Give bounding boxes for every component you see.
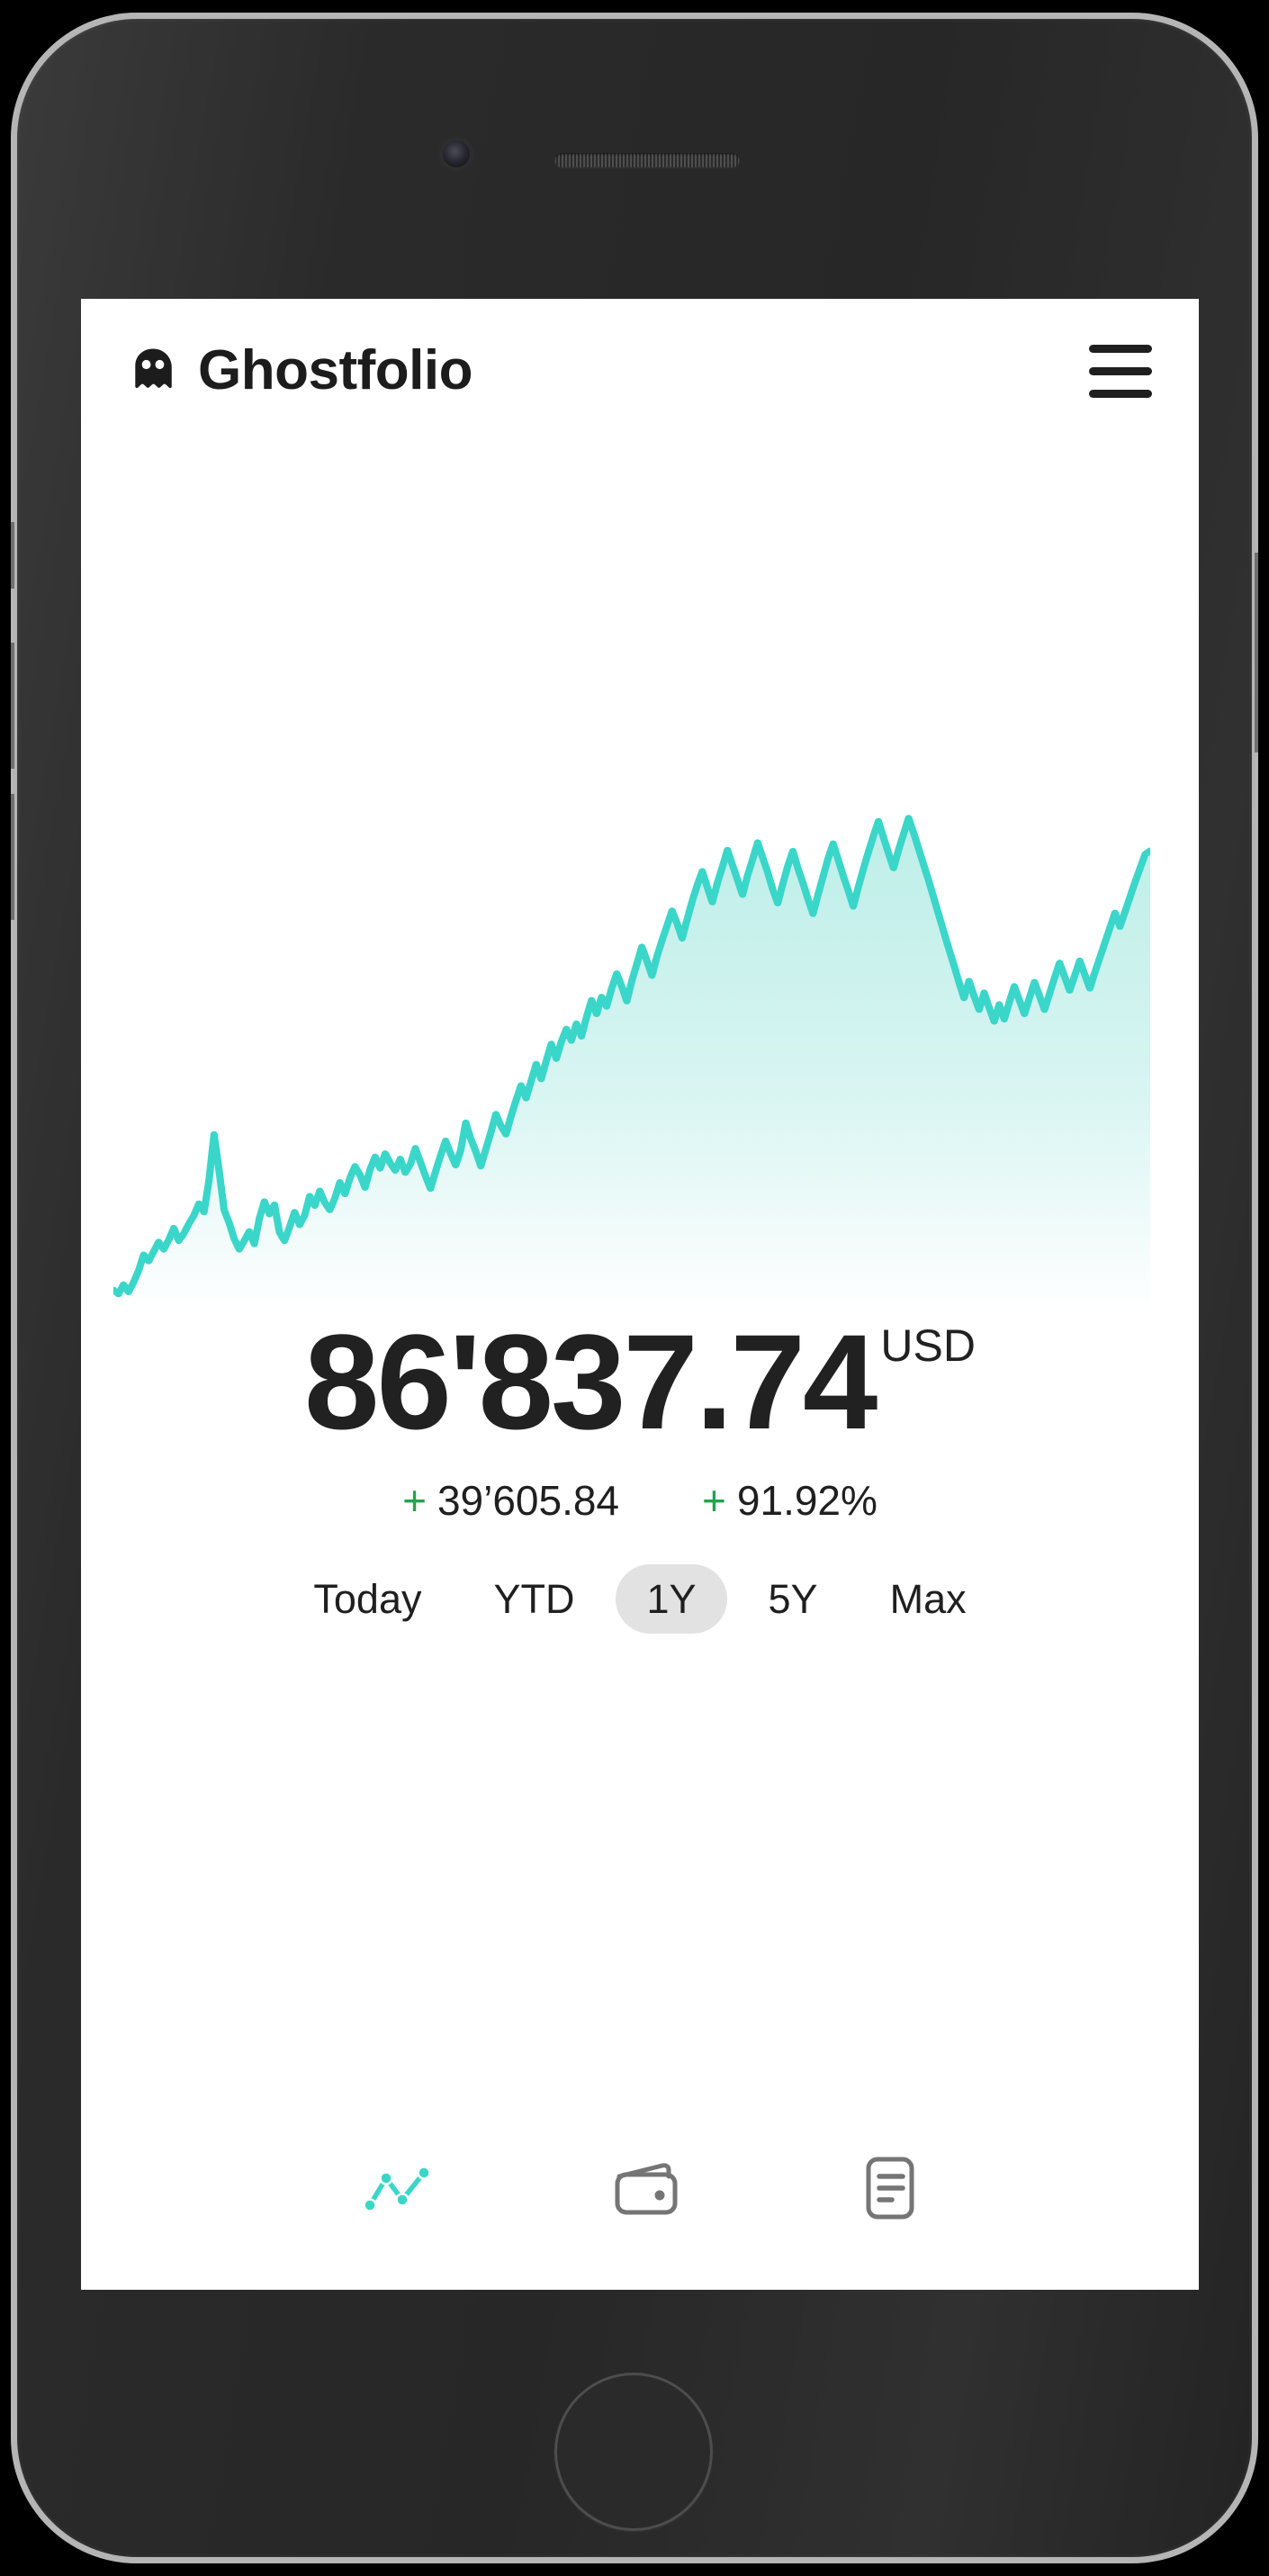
earpiece-speaker-icon: [554, 153, 740, 167]
summary-document-icon: [866, 2157, 914, 2220]
menu-bar-1: [1089, 344, 1152, 353]
brand-logo[interactable]: Ghostfolio: [128, 343, 472, 399]
wallet-icon: [615, 2163, 678, 2215]
period-tab-ytd[interactable]: YTD: [493, 1576, 575, 1622]
app-header: Ghostfolio: [81, 299, 1199, 443]
percent-change-value: 91.92%: [736, 1477, 878, 1524]
volume-down-button[interactable]: [11, 794, 14, 920]
ghost-icon: [135, 348, 172, 389]
power-button[interactable]: [1255, 553, 1258, 752]
portfolio-performance-chart[interactable]: [113, 790, 1150, 1312]
nav-item-wallet[interactable]: [612, 2158, 682, 2218]
period-tab-today[interactable]: Today: [313, 1576, 422, 1622]
app-title: Ghostfolio: [198, 339, 472, 401]
chart-area-fill: [113, 817, 1150, 1312]
mute-switch-button[interactable]: [11, 522, 14, 589]
volume-up-button[interactable]: [11, 643, 14, 769]
absolute-change-value: 39’605.84: [436, 1477, 620, 1524]
portfolio-change-row: + 39’605.84 + 91.92%: [81, 1476, 1199, 1525]
absolute-change-sign: +: [402, 1477, 427, 1524]
menu-bar-3: [1089, 389, 1152, 398]
period-tab-group[interactable]: Today YTD 1Y 5Y Max: [81, 1564, 1199, 1634]
menu-bar-2: [1089, 366, 1152, 375]
front-camera-icon: [443, 140, 470, 167]
main-content: 86'837.74 USD + 39’605.84 + 91.92% Today: [81, 443, 1199, 2290]
portfolio-value: 86'837.74: [304, 1306, 878, 1457]
nav-item-analytics[interactable]: [362, 2162, 432, 2214]
chart-line: [113, 815, 1150, 1298]
portfolio-chart-container[interactable]: [81, 790, 1199, 1312]
portfolio-value-line: 86'837.74 USD: [81, 1306, 1199, 1457]
period-tab-5y[interactable]: 5Y: [768, 1576, 818, 1622]
hamburger-menu-icon[interactable]: [1084, 335, 1156, 407]
percent-change: + 91.92%: [702, 1476, 878, 1525]
nav-item-summary[interactable]: [862, 2155, 918, 2221]
percent-change-sign: +: [702, 1477, 726, 1524]
portfolio-summary: 86'837.74 USD + 39’605.84 + 91.92%: [81, 1306, 1199, 1525]
bottom-navigation: [81, 2110, 1199, 2290]
home-button[interactable]: [554, 2373, 713, 2531]
phone-frame: Ghostfolio: [11, 13, 1258, 2563]
absolute-change: + 39’605.84: [402, 1476, 619, 1525]
analytics-line-chart-icon: [363, 2166, 431, 2212]
period-tab-1y[interactable]: 1Y: [616, 1564, 727, 1634]
period-tab-max[interactable]: Max: [889, 1576, 967, 1622]
phone-screen: Ghostfolio: [81, 299, 1199, 2290]
currency-code: USD: [880, 1320, 976, 1371]
